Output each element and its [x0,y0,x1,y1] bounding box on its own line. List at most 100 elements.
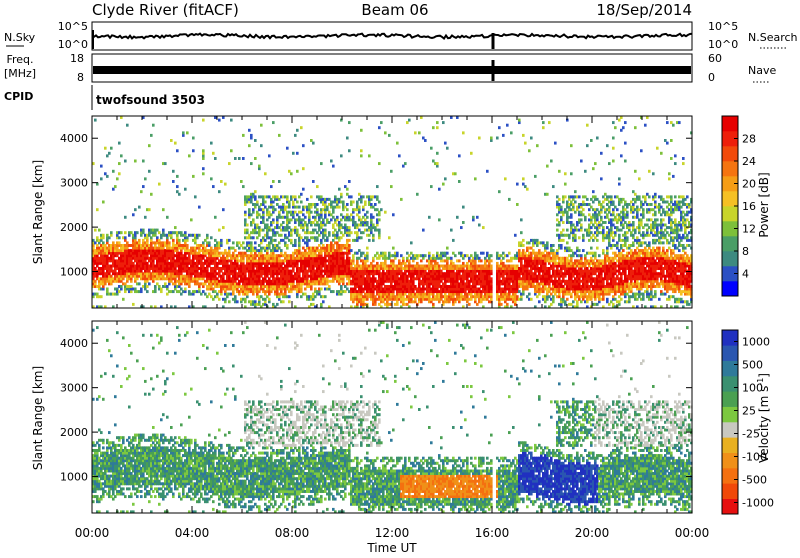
power-echo-cell [498,190,501,193]
power-echo-cell [120,231,123,234]
power-echo-cell [444,282,447,285]
power-echo-cell [146,239,149,242]
power-echo-cell [538,300,541,303]
power-echo-cell [302,144,305,147]
power-echo-cell [124,282,127,285]
power-echo-cell [470,298,473,301]
power-echo-cell [226,257,229,260]
power-echo-cell [372,257,375,260]
power-echo-cell [104,172,107,175]
power-echo-cell [202,172,205,175]
power-echo-cell [552,244,555,247]
power-echo-cell [452,303,455,306]
power-echo-cell [192,137,195,140]
power-echo-cell [392,259,395,262]
power-echo-cell [210,177,213,180]
power-echo-cell [524,185,527,188]
power-echo-cell [556,229,559,232]
power-echo-cell [414,298,417,301]
power-echo-cell [486,170,489,173]
power-echo-cell [358,193,361,196]
power-echo-cell [360,129,363,132]
power-echo-cell [294,244,297,247]
power-echo-cell [262,208,265,211]
power-echo-cell [514,303,517,306]
power-echo-cell [304,293,307,296]
power-echo-cell [94,119,97,122]
power-echo-cell [292,270,295,273]
power-echo-cell [270,185,273,188]
power-echo-cell [264,172,267,175]
power-echo-cell [292,282,295,285]
power-echo-cell [546,193,549,196]
power-echo-cell [266,295,269,298]
power-echo-cell [158,183,161,186]
power-echo-cell [542,290,545,293]
power-echo-cell [446,259,449,262]
power-echo-cell [400,198,403,201]
power-echo-cell [372,224,375,227]
power-echo-cell [532,282,535,285]
power-echo-cell [388,257,391,260]
power-echo-cell [316,239,319,242]
power-echo-cell [556,218,559,221]
power-echo-cell [378,229,381,232]
power-echo-cell [352,218,355,221]
power-echo-cell [174,226,177,229]
power-echo-cell [238,247,241,250]
power-echo-cell [140,190,143,193]
power-echo-cell [356,252,359,255]
power-echo-cell [228,300,231,303]
power-echo-cell [210,142,213,145]
power-echo-cell [118,162,121,165]
power-echo-cell [360,236,363,239]
power-echo-cell [444,142,447,145]
power-echo-cell [436,262,439,265]
power-echo-cell [378,270,381,273]
power-echo-cell [368,234,371,237]
power-echo-cell [150,193,153,196]
power-echo-cell [250,213,253,216]
power-echo-cell [374,303,377,306]
power-echo-cell [326,218,329,221]
power-echo-cell [284,241,287,244]
power-echo-cell [350,195,353,198]
power-echo-cell [378,257,381,260]
power-echo-cell [546,247,549,250]
power-echo-cell [296,152,299,155]
power-echo-cell [166,216,169,219]
power-echo-cell [288,221,291,224]
power-echo-cell [254,241,257,244]
date-title: 18/Sep/2014 [596,1,692,19]
power-echo-cell [444,177,447,180]
power-echo-cell [310,139,313,142]
power-echo-cell [316,185,319,188]
power-echo-cell [328,234,331,237]
power-echo-cell [342,208,345,211]
power-echo-cell [156,282,159,285]
power-echo-cell [338,239,341,242]
power-echo-cell [104,282,107,285]
power-echo-cell [394,257,397,260]
power-echo-cell [296,295,299,298]
power-echo-cell [286,244,289,247]
power-echo-cell [202,149,205,152]
power-echo-cell [362,231,365,234]
power-echo-cell [96,293,99,296]
power-echo-cell [278,257,281,260]
power-echo-cell [148,208,151,211]
power-echo-cell [172,170,175,173]
power-echo-cell [372,206,375,209]
power-echo-cell [346,188,349,191]
nsearch-label: N.Search [748,31,798,44]
power-echo-cell [160,290,163,293]
power-echo-cell [148,170,151,173]
power-echo-cell [336,231,339,234]
power-echo-cell [308,218,311,221]
power-echo-cell [316,208,319,211]
power-echo-cell [338,188,341,191]
power-echo-cell [506,303,509,306]
power-echo-cell [254,206,257,209]
power-echo-cell [384,211,387,214]
